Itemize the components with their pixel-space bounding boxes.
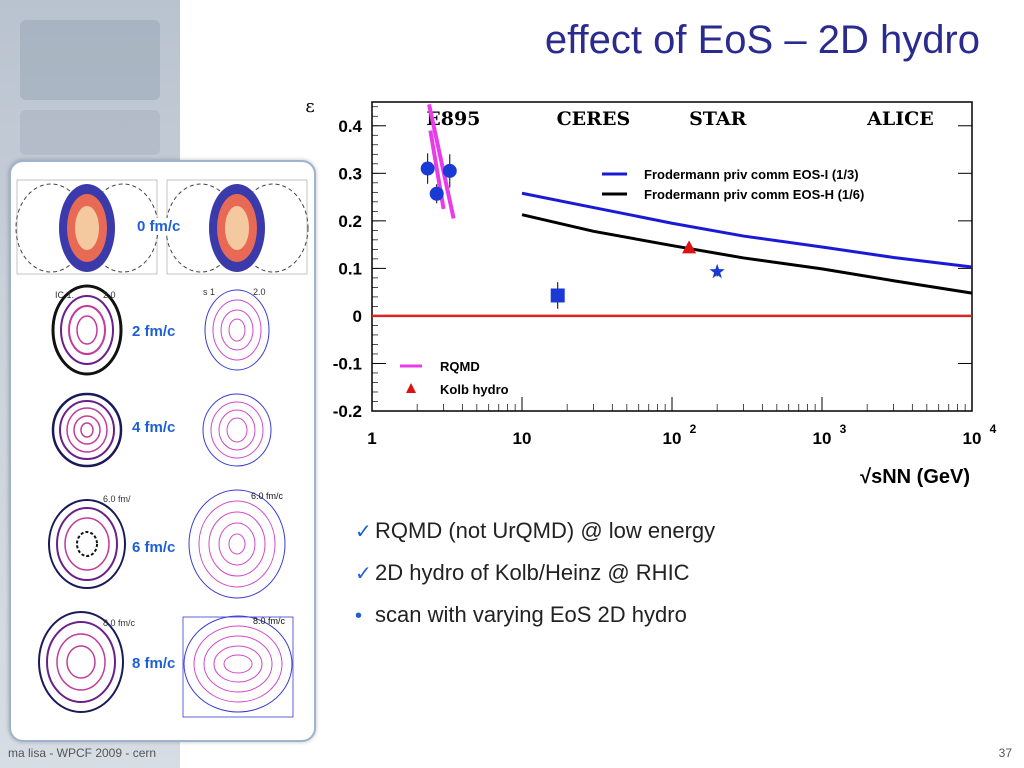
y-tick-label: 0.2 xyxy=(338,212,362,231)
data-point-circle xyxy=(429,186,444,201)
y-tick-label: 0.1 xyxy=(338,259,362,278)
experiment-label: STAR xyxy=(689,108,747,130)
slide-title: effect of EoS – 2D hydro xyxy=(544,18,980,62)
checkmark-icon: ✓ xyxy=(355,521,372,543)
time-label-8: 8 fm/c xyxy=(130,655,178,672)
footer-text: ma lisa - WPCF 2009 - cern xyxy=(8,746,157,760)
bullet-text: scan with varying EoS 2D hydro xyxy=(375,602,687,627)
data-point-circle xyxy=(420,161,435,176)
bullet-item: • scan with varying EoS 2D hydro xyxy=(355,602,955,644)
time-label-0: 0 fm/c xyxy=(135,218,183,235)
legend-label: RQMD xyxy=(440,359,480,374)
y-tick-label: 0.4 xyxy=(338,117,362,136)
bullet-text: 2D hydro of Kolb/Heinz @ RHIC xyxy=(375,560,690,585)
x-tick-label: 10 xyxy=(663,429,682,448)
series-line xyxy=(521,191,973,269)
tiny-label: 6.0 fm/ xyxy=(103,494,131,504)
snapshot-row-3: 6.0 fm/ 6.0 fm/c xyxy=(48,489,286,599)
series-line xyxy=(521,213,973,295)
x-tick-label: 1 xyxy=(367,429,376,448)
time-label-4: 4 fm/c xyxy=(130,419,178,436)
page-number: 37 xyxy=(998,746,1012,760)
data-point-triangle xyxy=(682,240,697,254)
bullet-item: ✓ 2D hydro of Kolb/Heinz @ RHIC xyxy=(355,560,955,602)
experiment-label: ALICE xyxy=(866,108,934,130)
data-point-circle xyxy=(442,163,457,178)
bullet-dot-icon: • xyxy=(355,605,363,627)
y-tick-label: -0.1 xyxy=(333,354,362,373)
snapshot-row-4: 8.0 fm/c 8.0 fm/c xyxy=(38,611,294,718)
checkmark-icon: ✓ xyxy=(355,563,372,585)
snapshot-row-2 xyxy=(51,392,272,468)
x-tick-exponent: 4 xyxy=(990,422,997,436)
y-axis-label: ε xyxy=(305,96,314,117)
x-tick-label: 10 xyxy=(963,429,982,448)
data-point-star xyxy=(709,263,725,279)
tiny-label: 2.0 xyxy=(253,287,266,297)
eccentricity-chart: -0.2 -0.1 0 0.1 0.2 0.3 0.4 1 10 10 2 10 3 10 4 √sNN (G… xyxy=(305,96,997,488)
x-tick-label: 10 xyxy=(513,429,532,448)
y-tick-label: 0.3 xyxy=(338,164,362,183)
snapshot-row-1: IC 1. 2.0 s 1 2.0 xyxy=(51,284,270,376)
background-blob xyxy=(20,20,160,100)
rqmd-line xyxy=(427,103,456,219)
tiny-label: 8.0 fm/c xyxy=(253,616,286,626)
time-label-6: 6 fm/c xyxy=(130,539,178,556)
legend-label: Kolb hydro xyxy=(440,382,509,397)
tiny-label: 8.0 fm/c xyxy=(103,618,136,628)
data-point-square xyxy=(550,288,565,303)
tiny-label: s 1 xyxy=(203,287,215,297)
legend-marker-triangle xyxy=(406,383,416,393)
experiment-label: E895 xyxy=(426,108,480,130)
time-label-2: 2 fm/c xyxy=(130,323,178,340)
x-tick-label: 10 xyxy=(813,429,832,448)
y-tick-label: -0.2 xyxy=(333,402,362,421)
hydro-snapshots-figure: IC 1. 2.0 s 1 2.0 6. xyxy=(15,179,309,718)
hydro-snapshots-panel: IC 1. 2.0 s 1 2.0 6. xyxy=(9,160,316,742)
bullet-text: RQMD (not UrQMD) @ low energy xyxy=(375,518,716,543)
tiny-label: 2.0 xyxy=(103,290,116,300)
background-blob xyxy=(20,110,160,155)
bullet-item: ✓ RQMD (not UrQMD) @ low energy xyxy=(355,518,955,560)
experiment-label: CERES xyxy=(557,108,631,130)
bullet-list: ✓ RQMD (not UrQMD) @ low energy ✓ 2D hyd… xyxy=(355,518,955,644)
y-tick-label: 0 xyxy=(353,307,362,326)
x-axis-label: √sNN (GeV) xyxy=(860,466,970,488)
x-tick-exponent: 3 xyxy=(840,422,847,436)
tiny-label: 6.0 fm/c xyxy=(251,491,284,501)
legend-label: Frodermann priv comm EOS-I (1/3) xyxy=(644,167,859,182)
tiny-label: IC 1. xyxy=(55,290,74,300)
legend-label: Frodermann priv comm EOS-H (1/6) xyxy=(644,187,864,202)
x-tick-exponent: 2 xyxy=(690,422,697,436)
